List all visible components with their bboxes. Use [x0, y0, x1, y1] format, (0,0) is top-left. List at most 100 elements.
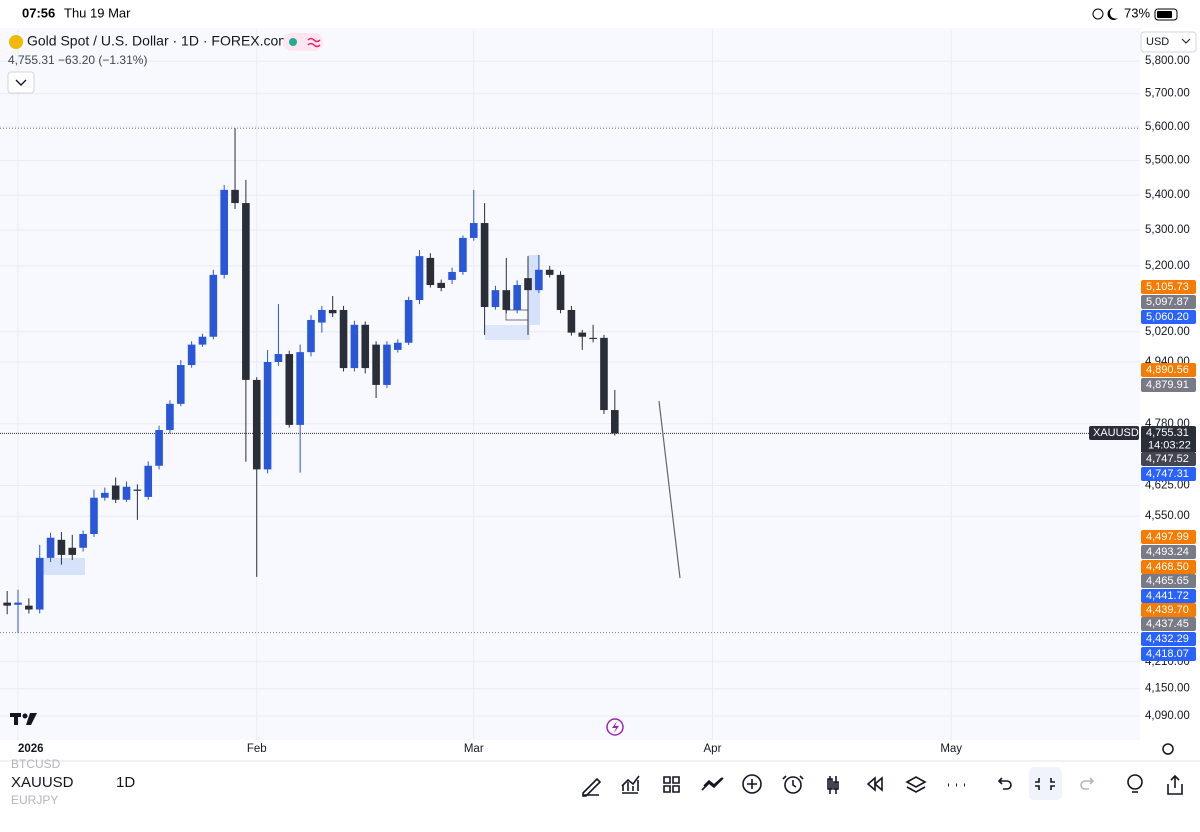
indicators[interactable] — [621, 775, 640, 794]
chevron — [1181, 38, 1191, 44]
price-tag-label: 4,468.50 — [1146, 561, 1189, 573]
candle-body — [263, 361, 272, 470]
symbol-title: Gold Spot / U.S. Dollar · 1D · FOREX.com — [27, 33, 290, 49]
share[interactable] — [1167, 774, 1183, 795]
price-tag — [1141, 617, 1196, 631]
price-tag-label: 4,465.65 — [1146, 575, 1189, 587]
candle-body — [209, 274, 218, 337]
time-axis — [0, 740, 1140, 760]
redo[interactable] — [1080, 777, 1095, 790]
settings-icon[interactable] — [1162, 743, 1174, 755]
x-tick-label: 2026 — [18, 743, 44, 755]
draw-tool[interactable] — [582, 777, 602, 797]
candle-body — [448, 271, 456, 280]
y-tick-label: 5,200.00 — [1145, 260, 1190, 272]
candle-body — [383, 344, 391, 385]
objects[interactable] — [905, 776, 927, 793]
status-bar — [0, 0, 1200, 28]
candle-body — [545, 269, 554, 275]
candle-body — [35, 557, 44, 610]
add[interactable] — [747, 779, 757, 789]
x-tick-label: Mar — [464, 743, 484, 755]
price-tag — [1141, 560, 1196, 574]
price-tag-label: 4,418.07 — [1146, 648, 1189, 660]
chart-type[interactable] — [827, 776, 839, 794]
candle-body — [79, 533, 87, 548]
trend-line — [658, 400, 681, 579]
undo[interactable] — [997, 777, 1012, 790]
y-tick-label: 5,400.00 — [1145, 189, 1190, 201]
chart-area — [0, 28, 1140, 740]
price-tag-label: 4,755.31 — [1146, 427, 1189, 439]
candle-body — [328, 309, 337, 314]
price-tag — [1141, 295, 1196, 309]
quote: 4,755.31 −63.20 (−1.31%) — [8, 53, 147, 67]
price-tag — [1141, 467, 1196, 481]
price-tag — [1141, 310, 1196, 324]
symbol-tag-label: XAUUSD — [1093, 427, 1139, 439]
candle-body — [535, 269, 543, 291]
battery-fill — [1157, 11, 1172, 18]
price-tag — [1141, 632, 1196, 646]
candle-body — [220, 189, 228, 275]
ideas[interactable] — [1127, 774, 1143, 790]
symbol-prev[interactable]: BTCUSD — [11, 757, 61, 771]
candle-body — [242, 203, 250, 380]
replay[interactable] — [866, 776, 883, 792]
logo — [22, 713, 28, 719]
candle-body — [111, 485, 120, 500]
candle-body — [415, 256, 424, 301]
compare[interactable] — [701, 777, 724, 791]
fullscreen-button[interactable] — [1029, 767, 1062, 800]
expand-button[interactable] — [7, 71, 35, 94]
currency: USD — [1146, 36, 1169, 48]
highlight-box — [485, 325, 530, 340]
candle-body — [274, 354, 283, 362]
price-tag-label: 5,105.73 — [1146, 281, 1189, 293]
price-tag-label: 4,497.99 — [1146, 531, 1189, 543]
candle-body — [176, 365, 185, 404]
x-tick-label: May — [940, 743, 962, 755]
candle-body — [372, 344, 380, 385]
toolbar-icons — [582, 774, 1012, 797]
price-tag — [1141, 426, 1196, 440]
price-tag-label: 4,747.31 — [1146, 468, 1189, 480]
chevron — [15, 79, 27, 86]
y-tick-label: 5,020.00 — [1145, 326, 1190, 338]
price-tag — [1141, 589, 1196, 603]
market-open-dot — [289, 38, 297, 46]
candle-body — [404, 300, 413, 343]
candle-body — [437, 282, 445, 288]
interval[interactable]: 1D — [116, 774, 135, 791]
status-badge[interactable] — [283, 33, 323, 51]
moon-icon — [1107, 8, 1118, 20]
candle-body — [144, 465, 153, 497]
x-tick-label: Feb — [247, 743, 267, 755]
symbol-next[interactable]: EURJPY — [11, 793, 58, 807]
highlight-box — [42, 558, 85, 575]
candle-body — [25, 605, 33, 610]
price-tag-label: 4,441.72 — [1146, 590, 1189, 602]
countdown-tag — [1141, 439, 1196, 452]
candle-body — [600, 337, 608, 411]
symbol-current[interactable]: XAUUSD — [11, 774, 74, 791]
clock: 07:56 — [22, 5, 55, 20]
candle-body — [578, 332, 587, 337]
candle-body — [491, 290, 500, 308]
candle-body — [231, 189, 239, 204]
candle-body — [513, 285, 521, 310]
price-tag — [1141, 363, 1196, 377]
battery-level: 73% — [1124, 5, 1150, 20]
candle-body — [166, 403, 174, 431]
alert[interactable] — [782, 775, 804, 788]
candle-body — [14, 602, 22, 605]
candle-body — [198, 336, 207, 345]
candle-body — [567, 309, 576, 333]
price-tag-label: 4,493.24 — [1146, 546, 1189, 558]
currency-button[interactable] — [1140, 31, 1197, 53]
layouts[interactable] — [663, 776, 680, 793]
y-tick-label: 5,700.00 — [1145, 88, 1190, 100]
symbol-icon — [9, 35, 23, 49]
candle-body — [122, 486, 131, 500]
